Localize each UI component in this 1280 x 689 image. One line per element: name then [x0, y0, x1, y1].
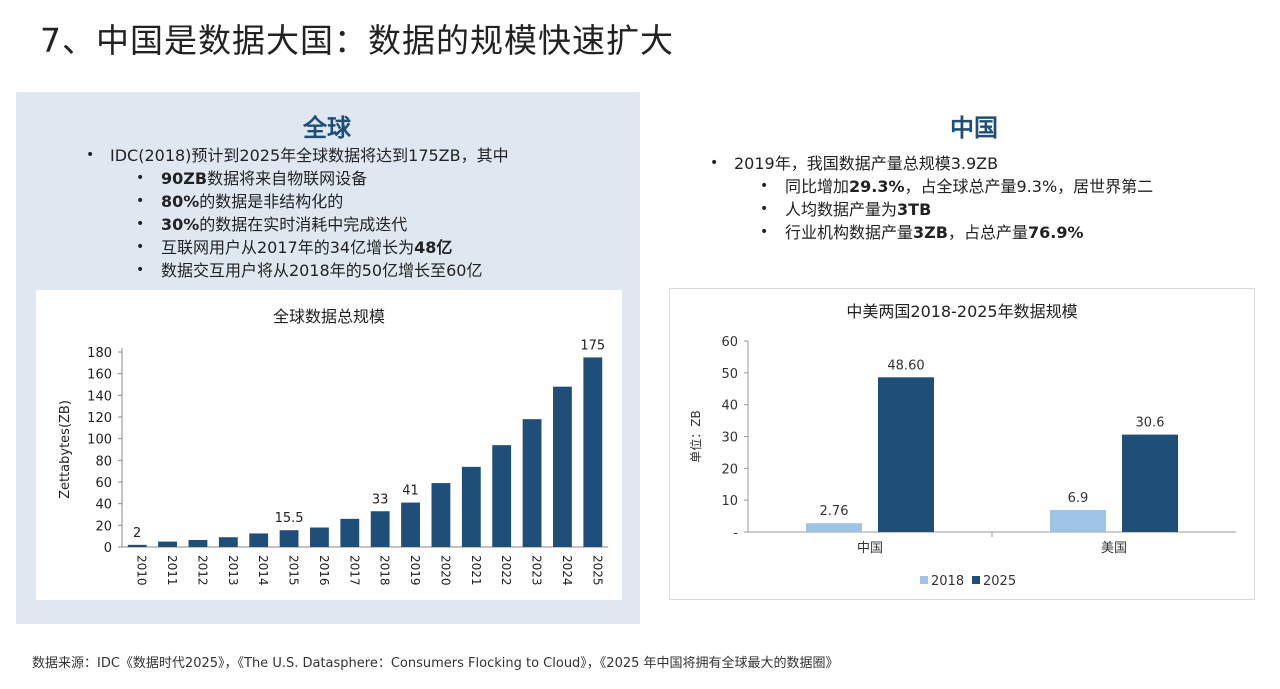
data-label: 15.5	[275, 511, 304, 526]
bar	[158, 541, 177, 547]
bar	[310, 527, 329, 547]
data-label: 2.76	[820, 504, 849, 519]
y-tick-label: 0	[104, 541, 112, 556]
x-tick-label: 2018	[378, 555, 392, 586]
bar	[492, 445, 512, 547]
global-chart-container: 全球数据总规模 0 20 40 60 80 100 120 140 160 180 Zettabyte…	[36, 290, 622, 600]
global-data-chart: 全球数据总规模 0 20 40 60 80 100 120 140 160 180 Zettabyte…	[58, 307, 608, 586]
china-sub-point: 同比增加29.3%，占全球总产量9.3%，居世界第二	[710, 175, 1153, 198]
bar	[1050, 510, 1106, 532]
y-tick-label: 60	[721, 335, 738, 350]
x-tick-label: 2025	[590, 555, 604, 586]
bar	[583, 357, 603, 547]
legend-label: 2018	[931, 574, 964, 589]
global-main-point: IDC(2018)预计到2025年全球数据将达到175ZB，其中	[86, 144, 509, 167]
bar	[401, 502, 420, 547]
legend-swatch	[920, 576, 928, 584]
data-label: 33	[372, 492, 389, 507]
slide-title: 7、中国是数据大国：数据的规模快速扩大	[40, 21, 674, 60]
legend-swatch	[972, 576, 980, 584]
x-tick-label: 2016	[317, 555, 331, 586]
x-tick-label: 2017	[347, 555, 361, 586]
y-axis-label: 单位：ZB	[688, 410, 703, 462]
global-heading: 全球	[303, 114, 351, 142]
x-tick-label: 美国	[1101, 541, 1127, 556]
global-sub-point: 80%的数据是非结构化的	[86, 190, 509, 213]
y-tick-label: 140	[87, 389, 112, 404]
y-tick-label: 120	[87, 411, 112, 426]
x-tick-label: 2011	[165, 555, 179, 586]
y-tick-label: 50	[721, 367, 738, 382]
x-tick-label: 2015	[287, 555, 301, 586]
y-tick-label: 10	[721, 494, 738, 509]
bar	[218, 537, 238, 547]
y-tick-label: 40	[95, 498, 112, 513]
y-tick-label: 180	[87, 346, 112, 361]
bar	[878, 377, 934, 532]
x-tick-label: 2019	[408, 555, 422, 586]
bar	[340, 518, 360, 547]
global-sub-point: 90ZB数据将来自物联网设备	[86, 167, 509, 190]
y-tick-label: 60	[95, 476, 112, 491]
china-heading: 中国	[950, 114, 998, 142]
x-tick-label: 2013	[226, 555, 240, 586]
bar	[431, 483, 451, 547]
chart-title: 中美两国2018-2025年数据规模	[846, 302, 1077, 321]
bar	[370, 511, 390, 547]
global-sub-point: 30%的数据在实时消耗中完成迭代	[86, 213, 509, 236]
bar	[249, 533, 269, 547]
chart-title: 全球数据总规模	[273, 307, 385, 326]
x-tick-label: 2024	[560, 555, 574, 586]
data-label: 41	[402, 484, 419, 499]
data-label: 48.60	[887, 358, 924, 373]
bar	[806, 523, 862, 532]
legend-label: 2025	[983, 574, 1016, 589]
x-tick-label: 2020	[438, 555, 452, 586]
data-label: 6.9	[1068, 491, 1089, 506]
y-tick-label: 100	[87, 433, 112, 448]
global-points: IDC(2018)预计到2025年全球数据将达到175ZB，其中 90ZB数据将…	[86, 144, 509, 282]
bar	[522, 419, 542, 547]
x-tick-label: 2010	[135, 555, 149, 586]
y-tick-label: 40	[721, 399, 738, 414]
china-points: 2019年，我国数据产量总规模3.9ZB 同比增加29.3%，占全球总产量9.3…	[710, 152, 1153, 244]
data-label: 2	[133, 526, 141, 541]
y-tick-label: -	[733, 526, 738, 541]
x-tick-label: 2021	[469, 555, 483, 586]
global-sub-point: 互联网用户从2017年的34亿增长为48亿	[86, 236, 509, 259]
x-tick-label: 中国	[857, 541, 883, 556]
data-source-footnote: 数据来源：IDC《数据时代2025》，《The U.S. Datasphere：…	[32, 656, 839, 671]
china-us-chart-container: 中美两国2018-2025年数据规模 - 10 20 30 40 50 60 单位：ZB 中国 2.…	[669, 288, 1255, 600]
bar	[279, 530, 299, 547]
y-tick-label: 80	[95, 454, 112, 469]
bar	[1122, 434, 1178, 532]
bar	[461, 466, 481, 547]
bar	[553, 386, 572, 547]
bar	[127, 544, 147, 547]
x-tick-label: 2023	[530, 555, 544, 586]
y-tick-label: 160	[87, 368, 112, 383]
y-tick-label: 20	[721, 462, 738, 477]
china-sub-point: 行业机构数据产量3ZB，占总产量76.9%	[710, 221, 1153, 244]
x-tick-label: 2022	[499, 555, 513, 586]
y-tick-label: 20	[95, 519, 112, 534]
data-label: 175	[580, 338, 605, 353]
y-tick-label: 30	[721, 431, 738, 446]
bar	[188, 539, 208, 547]
global-sub-point: 数据交互用户将从2018年的50亿增长至60亿	[86, 259, 509, 282]
china-us-data-chart: 中美两国2018-2025年数据规模 - 10 20 30 40 50 60 单位：ZB 中国 2.…	[688, 302, 1236, 589]
x-tick-label: 2014	[256, 555, 270, 586]
china-main-point: 2019年，我国数据产量总规模3.9ZB	[710, 152, 1153, 175]
data-label: 30.6	[1136, 416, 1165, 431]
y-axis-label: Zettabytes(ZB)	[58, 400, 73, 499]
china-sub-point: 人均数据产量为3TB	[710, 198, 1153, 221]
x-tick-label: 2012	[195, 555, 209, 586]
